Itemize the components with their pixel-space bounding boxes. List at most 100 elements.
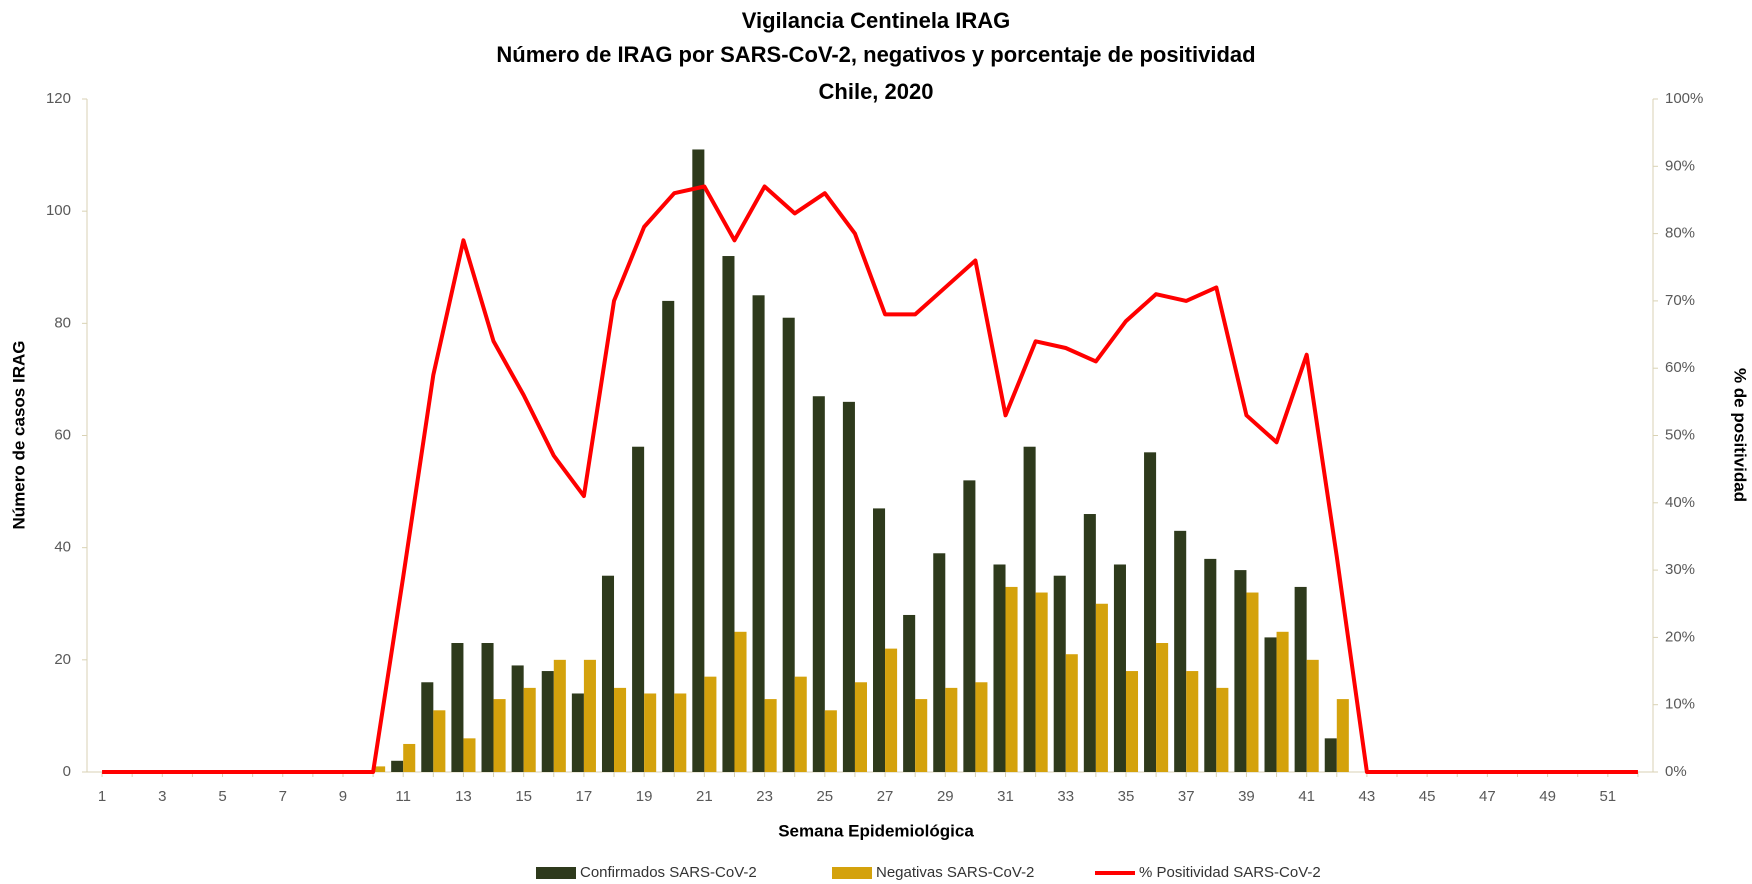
- x-tick-label: 19: [636, 788, 653, 805]
- x-tick-label: 5: [218, 788, 226, 805]
- bar: [692, 149, 705, 773]
- y2-tick-label: 0%: [1665, 763, 1687, 780]
- bar: [1095, 603, 1108, 772]
- bar: [1336, 699, 1349, 772]
- bar: [1035, 592, 1048, 772]
- bar: [662, 300, 675, 772]
- bar: [553, 659, 566, 772]
- y-tick-label: 60: [54, 426, 71, 443]
- y2-tick-label: 70%: [1665, 292, 1695, 309]
- y-tick-label: 20: [54, 651, 71, 668]
- bar: [1065, 654, 1078, 772]
- bar: [1276, 631, 1289, 772]
- bar: [1246, 592, 1259, 772]
- y-tick-label: 120: [46, 90, 71, 107]
- x-tick-label: 7: [279, 788, 287, 805]
- bar: [722, 256, 735, 772]
- bar: [704, 676, 717, 772]
- x-tick-label: 23: [756, 788, 773, 805]
- bar: [885, 648, 898, 772]
- bar: [1306, 659, 1319, 772]
- bar: [1156, 643, 1169, 772]
- bar: [1083, 514, 1096, 772]
- bar: [782, 317, 795, 772]
- y2-tick-label: 30%: [1665, 561, 1695, 578]
- x-axis-title: Semana Epidemiológica: [778, 821, 974, 840]
- chart-title: Vigilancia Centinela IRAG: [742, 8, 1011, 33]
- x-tick-label: 21: [696, 788, 713, 805]
- x-tick-label: 1: [98, 788, 106, 805]
- x-tick-label: 43: [1359, 788, 1376, 805]
- x-tick-label: 41: [1298, 788, 1315, 805]
- bar: [1204, 558, 1217, 772]
- bar: [451, 643, 464, 772]
- bar: [734, 631, 747, 772]
- y2-tick-label: 100%: [1665, 90, 1703, 107]
- y2-tick-label: 60%: [1665, 359, 1695, 376]
- bar: [963, 480, 976, 772]
- bar: [854, 682, 867, 772]
- bar: [1216, 687, 1229, 772]
- bar: [945, 687, 958, 772]
- bar: [812, 396, 825, 772]
- bar: [541, 671, 554, 772]
- bar: [1324, 738, 1337, 772]
- x-tick-label: 3: [158, 788, 166, 805]
- bar: [493, 699, 506, 772]
- bar: [601, 575, 615, 772]
- y2-tick-label: 20%: [1665, 628, 1695, 645]
- bar: [975, 682, 988, 772]
- y-axis-title: Número de casos IRAG: [9, 341, 28, 530]
- x-tick-label: 9: [339, 788, 347, 805]
- bar: [1005, 586, 1018, 772]
- x-tick-label: 45: [1419, 788, 1436, 805]
- y2-tick-label: 90%: [1665, 157, 1695, 174]
- bar: [481, 643, 494, 772]
- bar: [933, 553, 946, 772]
- legend-swatch: [536, 867, 576, 879]
- bar: [794, 676, 807, 772]
- x-tick-label: 33: [1057, 788, 1074, 805]
- bar: [873, 508, 886, 772]
- bar: [1053, 575, 1066, 772]
- legend-label: Negativas SARS-CoV-2: [876, 864, 1034, 881]
- bar: [373, 766, 386, 772]
- y-tick-label: 40: [54, 539, 71, 556]
- x-tick-label: 35: [1118, 788, 1135, 805]
- bar: [993, 564, 1006, 772]
- y2-tick-label: 80%: [1665, 225, 1695, 242]
- bar: [915, 699, 928, 772]
- x-tick-label: 51: [1599, 788, 1616, 805]
- bar: [511, 665, 524, 772]
- x-tick-label: 11: [395, 788, 411, 805]
- x-tick-label: 15: [515, 788, 532, 805]
- x-tick-label: 39: [1238, 788, 1255, 805]
- bar: [421, 682, 434, 772]
- y2-axis-title: % de positividad: [1731, 368, 1750, 502]
- bar: [1174, 530, 1187, 772]
- x-tick-label: 29: [937, 788, 954, 805]
- x-tick-label: 49: [1539, 788, 1556, 805]
- x-tick-label: 31: [997, 788, 1014, 805]
- y2-tick-label: 10%: [1665, 696, 1695, 713]
- bar: [1023, 446, 1036, 772]
- y2-tick-label: 50%: [1665, 426, 1695, 443]
- bar: [764, 699, 777, 772]
- legend-swatch: [832, 867, 872, 879]
- bar: [752, 295, 765, 772]
- bar: [824, 710, 837, 772]
- x-tick-label: 13: [455, 788, 472, 805]
- bar: [1144, 452, 1157, 772]
- bar: [403, 743, 416, 772]
- legend-label: Confirmados SARS-CoV-2: [580, 864, 757, 881]
- bar: [391, 760, 404, 772]
- bar: [583, 659, 596, 772]
- chart-title: Chile, 2020: [819, 79, 934, 104]
- bar: [571, 693, 584, 772]
- bar: [463, 738, 476, 772]
- x-tick-label: 37: [1178, 788, 1195, 805]
- bar: [632, 446, 645, 772]
- x-tick-label: 17: [576, 788, 593, 805]
- x-tick-label: 27: [877, 788, 894, 805]
- bar: [1294, 586, 1307, 772]
